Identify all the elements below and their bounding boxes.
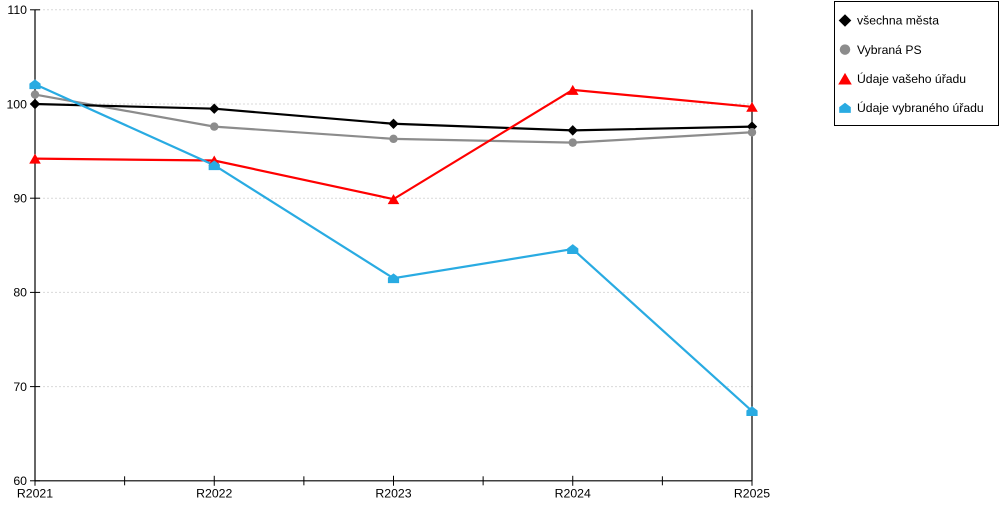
svg-text:R2022: R2022 xyxy=(196,486,232,500)
svg-text:R2023: R2023 xyxy=(375,486,411,500)
svg-text:R2024: R2024 xyxy=(555,486,591,500)
svg-text:Vybraná PS: Vybraná PS xyxy=(857,43,922,57)
svg-text:90: 90 xyxy=(13,192,27,206)
svg-text:všechna města: všechna města xyxy=(857,14,939,28)
svg-text:80: 80 xyxy=(13,286,27,300)
svg-text:R2021: R2021 xyxy=(17,486,53,500)
svg-text:110: 110 xyxy=(7,3,27,17)
svg-text:Údaje vybraného úřadu: Údaje vybraného úřadu xyxy=(857,100,984,115)
svg-text:R2025: R2025 xyxy=(734,486,770,500)
svg-text:100: 100 xyxy=(6,97,27,111)
svg-text:70: 70 xyxy=(13,380,27,394)
svg-text:Údaje vašeho úřadu: Údaje vašeho úřadu xyxy=(857,71,966,86)
